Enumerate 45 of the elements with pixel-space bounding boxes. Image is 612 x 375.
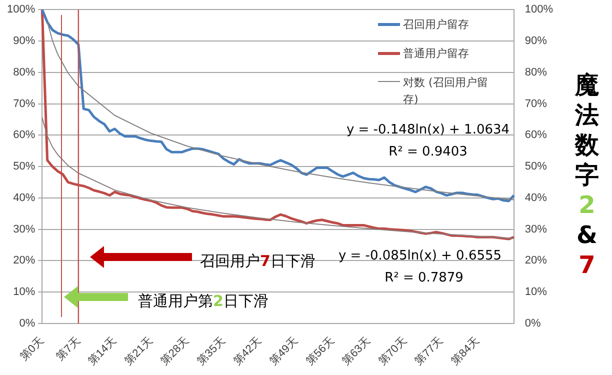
y-tick-label: 0% xyxy=(19,317,36,330)
y-tick-label: 40% xyxy=(13,192,36,204)
legend-label: 召回用户留存 xyxy=(403,17,470,33)
x-tick-label: 第56天 xyxy=(304,334,337,368)
x-tick-label: 第70天 xyxy=(376,334,410,368)
text: 魔法数字2&7 xyxy=(574,70,600,280)
annotation: 普通用户第2日下滑 xyxy=(138,292,268,310)
x-tick-label: 第49天 xyxy=(268,334,300,368)
x-tick-label: 第14天 xyxy=(86,334,119,368)
y2-tick-label: 40% xyxy=(524,192,548,204)
x-tick-label: 第42天 xyxy=(231,334,264,368)
y2-tick-label: 90% xyxy=(524,35,548,48)
y2-tick-label: 100% xyxy=(524,4,554,16)
y-tick-label: 60% xyxy=(13,129,36,142)
x-tick-label: 第28天 xyxy=(158,334,192,368)
annotation: y = -0.085ln(x) + 0.6555 xyxy=(338,248,502,264)
annotation: R² = 0.7879 xyxy=(384,270,464,286)
y-tick-label: 50% xyxy=(13,160,36,173)
y-tick-label: 100% xyxy=(6,4,36,16)
x-tick-label: 第77天 xyxy=(412,334,446,368)
y-tick-label: 80% xyxy=(13,66,36,78)
y-tick-label: 20% xyxy=(13,254,36,267)
legend-label: 对数 (召回用户留存) xyxy=(403,75,489,108)
y-tick-label: 70% xyxy=(13,98,36,110)
y-tick-label: 10% xyxy=(13,286,36,298)
annotation: R² = 0.9403 xyxy=(388,144,468,160)
y2-tick-label: 20% xyxy=(524,254,548,267)
y2-tick-label: 60% xyxy=(524,129,548,142)
y2-tick-label: 0% xyxy=(524,317,541,330)
x-tick-label: 第7天 xyxy=(54,334,83,364)
y2-tick-label: 30% xyxy=(524,223,548,236)
annotation: 召回用户7日下滑 xyxy=(200,252,316,270)
y2-tick-label: 10% xyxy=(524,286,548,298)
x-tick-label: 第35天 xyxy=(195,334,228,368)
annotation: y = -0.148ln(x) + 1.0634 xyxy=(346,122,510,138)
legend-label: 普通用户留存 xyxy=(403,46,470,62)
y2-tick-label: 80% xyxy=(524,66,548,78)
x-tick-label: 第21天 xyxy=(122,334,156,368)
y2-tick-label: 70% xyxy=(524,98,548,110)
x-tick-label: 第63天 xyxy=(340,334,373,368)
y-tick-label: 30% xyxy=(13,223,36,236)
x-tick-label: 第84天 xyxy=(449,334,482,368)
x-tick-label: 第0天 xyxy=(18,334,46,364)
y2-tick-label: 50% xyxy=(524,160,548,173)
y-tick-label: 90% xyxy=(13,35,36,48)
